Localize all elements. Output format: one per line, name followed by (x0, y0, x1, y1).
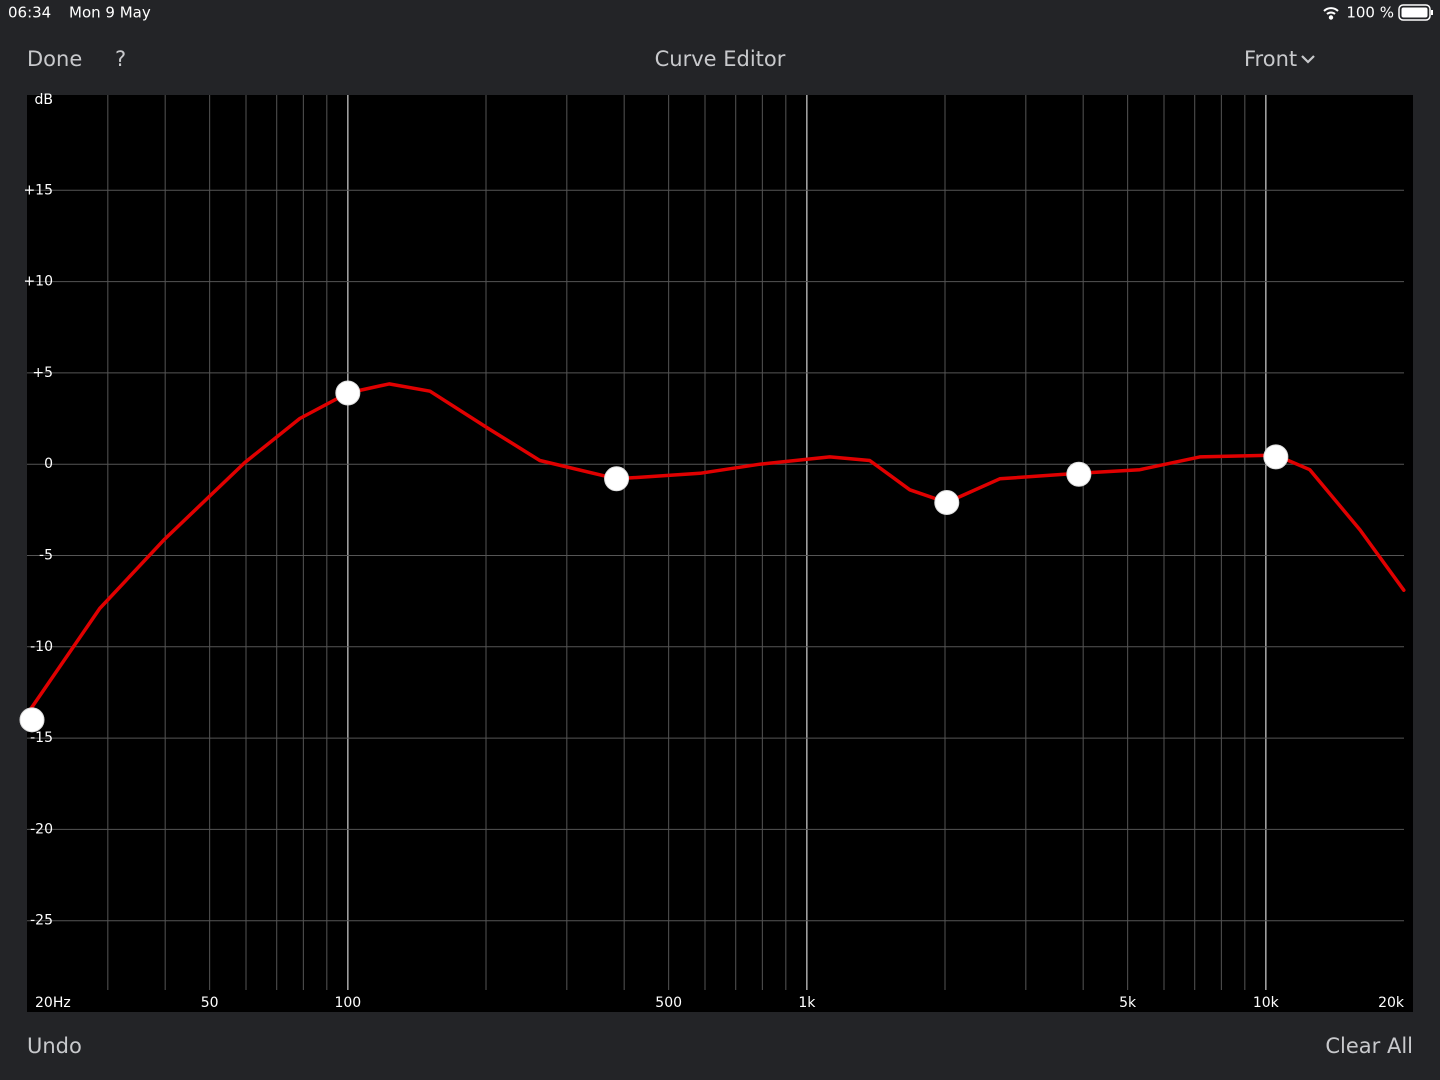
y-tick-label: 0 (44, 456, 53, 472)
y-tick-label: -15 (30, 730, 53, 746)
plot: +15 +10 +5 0 -5 -10 -15 -20 -25 dB 20Hz 50 100 500 1k 5… (19, 92, 1406, 1011)
done-button[interactable]: Done (27, 47, 82, 71)
control-point[interactable] (934, 490, 960, 516)
status-battery: 100 % (1346, 4, 1394, 22)
control-point[interactable] (1263, 444, 1289, 470)
eq-curve (25, 382, 1406, 717)
help-button[interactable]: ? (115, 47, 126, 71)
clear-all-button[interactable]: Clear All (1325, 1034, 1413, 1058)
control-point[interactable] (335, 380, 361, 406)
channel-chevron[interactable] (1301, 55, 1315, 64)
undo-button[interactable]: Undo (27, 1034, 82, 1058)
y-tick-label: +5 (32, 365, 53, 381)
plot-area[interactable] (27, 95, 1413, 1012)
wifi-icon (1323, 7, 1339, 20)
y-tick-label: -5 (39, 548, 53, 564)
y-tick-label: -25 (30, 913, 53, 929)
control-point[interactable] (604, 466, 630, 492)
channel-button[interactable]: Front (1244, 47, 1297, 71)
control-point[interactable] (19, 707, 45, 733)
battery-icon (1398, 4, 1433, 21)
x-tick-label: 100 (334, 995, 361, 1011)
x-tick-label: 50 (201, 995, 219, 1011)
x-tick-label: 20Hz (35, 995, 71, 1011)
x-tick-label: 500 (655, 995, 682, 1011)
x-tick-label: 10k (1253, 995, 1280, 1011)
control-point[interactable] (1066, 461, 1092, 487)
x-tick-label: 20k (1378, 995, 1405, 1011)
status-time: 06:34 (8, 4, 51, 22)
nav-title: Curve Editor (655, 47, 786, 71)
y-tick-label: -20 (30, 821, 53, 837)
y-tick-label: +15 (23, 182, 53, 198)
y-tick-label: +10 (23, 274, 53, 290)
y-tick-label: -10 (30, 639, 53, 655)
x-tick-label: 5k (1119, 995, 1137, 1011)
y-axis-label: dB (35, 92, 54, 108)
status-date: Mon 9 May (69, 4, 151, 22)
x-tick-label: 1k (798, 995, 816, 1011)
